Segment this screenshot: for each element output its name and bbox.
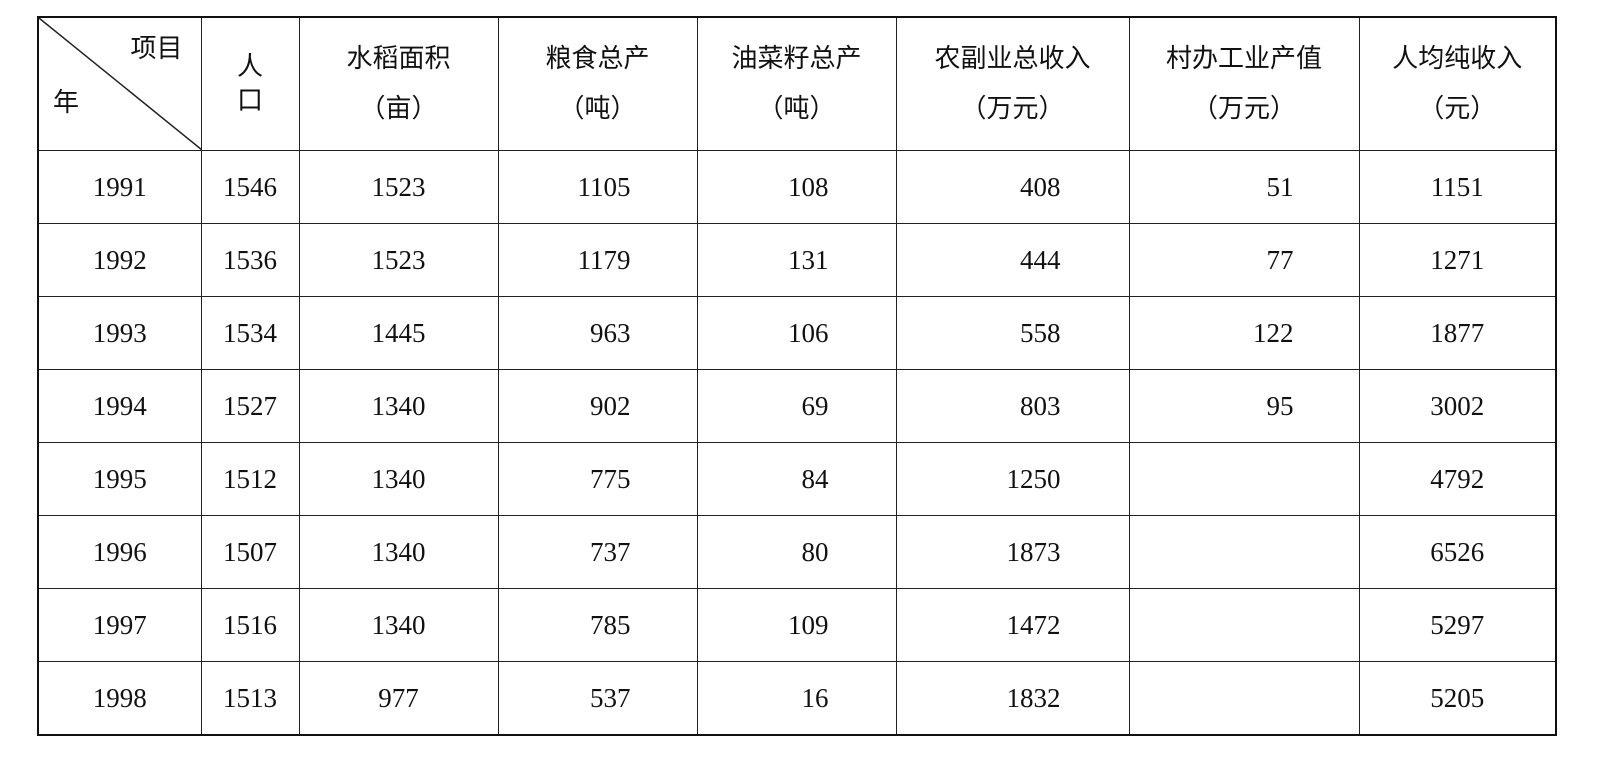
header-line1: 水稻面积 xyxy=(346,44,451,73)
cell-per-capita-income: 1271 xyxy=(1358,223,1557,297)
cell-rice-area: 1523 xyxy=(298,150,499,224)
cell-village-industry: 95 xyxy=(1128,369,1360,443)
cell-year: 1998 xyxy=(37,661,202,736)
header-line1: 村办工业产值 xyxy=(1165,44,1322,73)
cell-rapeseed-output: 109 xyxy=(696,588,897,662)
diagonal-divider xyxy=(39,18,202,150)
header-line1: 油菜籽总产 xyxy=(731,44,862,73)
cell-village-industry xyxy=(1128,661,1360,736)
cell-rice-area: 1340 xyxy=(298,588,499,662)
header-line2: （吨） xyxy=(558,94,637,123)
cell-grain-output: 785 xyxy=(497,588,698,662)
cell-grain-output: 537 xyxy=(497,661,698,736)
cell-population: 1516 xyxy=(200,588,300,662)
header-line2: （吨） xyxy=(757,94,836,123)
cell-rice-area: 1445 xyxy=(298,296,499,370)
corner-header-cell: 项目 年 xyxy=(37,16,202,151)
cell-population: 1546 xyxy=(200,150,300,224)
cell-agri-income: 444 xyxy=(895,223,1130,297)
header-population: 人口 xyxy=(200,16,300,151)
cell-population: 1536 xyxy=(200,223,300,297)
header-agri-income: 农副业总收入 （万元） xyxy=(895,16,1130,151)
cell-village-industry xyxy=(1128,515,1360,589)
cell-grain-output: 902 xyxy=(497,369,698,443)
header-line2: （亩） xyxy=(359,94,438,123)
cell-rapeseed-output: 16 xyxy=(696,661,897,736)
cell-per-capita-income: 5205 xyxy=(1358,661,1557,736)
cell-rapeseed-output: 106 xyxy=(696,296,897,370)
cell-agri-income: 1873 xyxy=(895,515,1130,589)
cell-population: 1512 xyxy=(200,442,300,516)
header-rapeseed-output: 油菜籽总产 （吨） xyxy=(696,16,897,151)
cell-agri-income: 1832 xyxy=(895,661,1130,736)
cell-rapeseed-output: 131 xyxy=(696,223,897,297)
cell-grain-output: 1179 xyxy=(497,223,698,297)
header-rice-area: 水稻面积 （亩） xyxy=(298,16,499,151)
table-row: 1994 1527 1340 902 69 803 95 3002 xyxy=(37,369,1557,443)
table-row: 1997 1516 1340 785 109 1472 5297 xyxy=(37,588,1557,662)
table-row: 1995 1512 1340 775 84 1250 4792 xyxy=(37,442,1557,516)
cell-per-capita-income: 1877 xyxy=(1358,296,1557,370)
cell-year: 1992 xyxy=(37,223,202,297)
cell-population: 1534 xyxy=(200,296,300,370)
header-village-industry: 村办工业产值 （万元） xyxy=(1128,16,1360,151)
cell-population: 1513 xyxy=(200,661,300,736)
item-label: 项目 xyxy=(130,34,183,63)
cell-rapeseed-output: 69 xyxy=(696,369,897,443)
cell-per-capita-income: 4792 xyxy=(1358,442,1557,516)
cell-rice-area: 977 xyxy=(298,661,499,736)
cell-rapeseed-output: 108 xyxy=(696,150,897,224)
header-line1: 人 xyxy=(236,52,263,81)
table-row: 1996 1507 1340 737 80 1873 6526 xyxy=(37,515,1557,589)
header-line2: （元） xyxy=(1418,94,1497,123)
cell-rice-area: 1523 xyxy=(298,223,499,297)
cell-agri-income: 803 xyxy=(895,369,1130,443)
cell-population: 1507 xyxy=(200,515,300,589)
cell-grain-output: 963 xyxy=(497,296,698,370)
cell-village-industry xyxy=(1128,442,1360,516)
cell-village-industry: 77 xyxy=(1128,223,1360,297)
cell-population: 1527 xyxy=(200,369,300,443)
header-row: 项目 年 人口 水稻面积 （亩） 粮食总产 （吨） 油菜籽总产 （吨） 农副业总收入 （… xyxy=(37,16,1557,151)
cell-year: 1993 xyxy=(37,296,202,370)
cell-rapeseed-output: 80 xyxy=(696,515,897,589)
header-line2: 口 xyxy=(236,86,263,115)
cell-rapeseed-output: 84 xyxy=(696,442,897,516)
header-line1: 农副业总收入 xyxy=(934,44,1091,73)
cell-year: 1991 xyxy=(37,150,202,224)
year-label: 年 xyxy=(53,88,80,117)
cell-year: 1997 xyxy=(37,588,202,662)
cell-agri-income: 1250 xyxy=(895,442,1130,516)
cell-per-capita-income: 6526 xyxy=(1358,515,1557,589)
cell-village-industry: 122 xyxy=(1128,296,1360,370)
cell-village-industry xyxy=(1128,588,1360,662)
cell-grain-output: 1105 xyxy=(497,150,698,224)
header-line1: 粮食总产 xyxy=(545,44,650,73)
cell-per-capita-income: 1151 xyxy=(1358,150,1557,224)
header-line2: （万元） xyxy=(1191,94,1296,123)
header-line1: 人均纯收入 xyxy=(1392,44,1523,73)
cell-year: 1995 xyxy=(37,442,202,516)
header-line2: （万元） xyxy=(960,94,1065,123)
cell-grain-output: 775 xyxy=(497,442,698,516)
cell-agri-income: 558 xyxy=(895,296,1130,370)
table-row: 1998 1513 977 537 16 1832 5205 xyxy=(37,661,1557,736)
cell-agri-income: 408 xyxy=(895,150,1130,224)
table-row: 1993 1534 1445 963 106 558 122 1877 xyxy=(37,296,1557,370)
cell-rice-area: 1340 xyxy=(298,442,499,516)
header-grain-output: 粮食总产 （吨） xyxy=(497,16,698,151)
cell-per-capita-income: 5297 xyxy=(1358,588,1557,662)
table-row: 1992 1536 1523 1179 131 444 77 1271 xyxy=(37,223,1557,297)
statistics-table: 项目 年 人口 水稻面积 （亩） 粮食总产 （吨） 油菜籽总产 （吨） 农副业总收入 （… xyxy=(37,16,1557,736)
cell-grain-output: 737 xyxy=(497,515,698,589)
cell-village-industry: 51 xyxy=(1128,150,1360,224)
cell-year: 1994 xyxy=(37,369,202,443)
cell-rice-area: 1340 xyxy=(298,515,499,589)
cell-agri-income: 1472 xyxy=(895,588,1130,662)
cell-rice-area: 1340 xyxy=(298,369,499,443)
header-per-capita-income: 人均纯收入 （元） xyxy=(1358,16,1557,151)
cell-per-capita-income: 3002 xyxy=(1358,369,1557,443)
table-row: 1991 1546 1523 1105 108 408 51 1151 xyxy=(37,150,1557,224)
cell-year: 1996 xyxy=(37,515,202,589)
